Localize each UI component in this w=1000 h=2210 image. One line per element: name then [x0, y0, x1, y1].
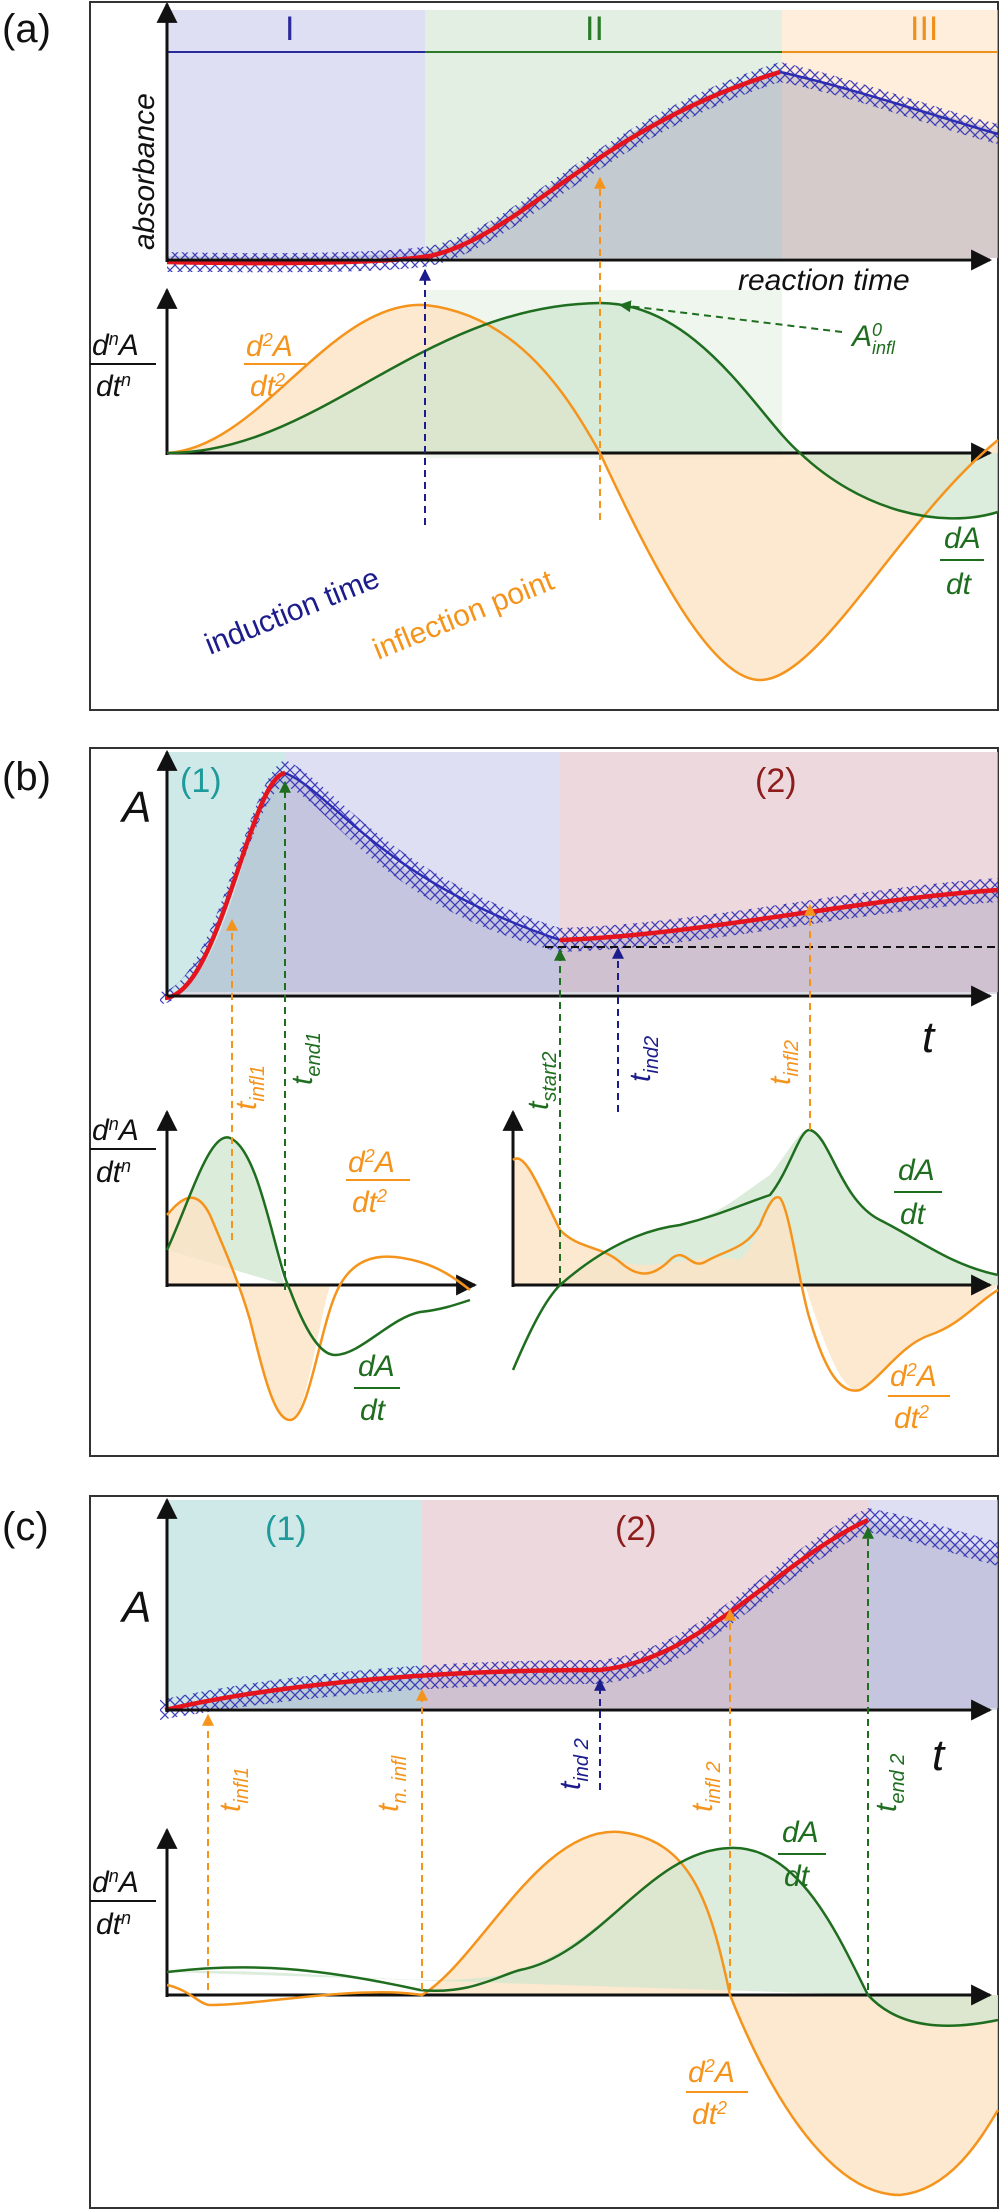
d2-neg-b-left — [240, 1285, 330, 1420]
d2-area-b-right — [513, 1158, 805, 1285]
y-label-c: A — [119, 1583, 151, 1632]
svg-text:dA: dA — [944, 522, 981, 555]
d1-label-c: dA dt — [778, 1816, 826, 1893]
svg-text:dt2: dt2 — [894, 1402, 929, 1435]
panel-c-frame — [89, 1495, 999, 2209]
label-t-ind2-b: tind2 — [624, 1036, 663, 1082]
label-t-start2-b: tstart2 — [522, 1052, 561, 1110]
label-t-infl1-c: tinfl1 — [214, 1767, 253, 1812]
panel-b-frame — [89, 747, 999, 1457]
first-derivative-b-left — [165, 1136, 471, 1357]
svg-text:dt2: dt2 — [692, 2098, 727, 2131]
area-b — [167, 772, 998, 994]
area-c — [167, 1520, 998, 1710]
d1-label-b-right: dA dt — [894, 1154, 942, 1231]
second-derivative-a — [166, 303, 999, 682]
d2-pos-b-left — [167, 1197, 240, 1285]
data-band-c — [160, 1508, 998, 1720]
svg-text:dtn: dtn — [96, 370, 131, 403]
region-c2-label: (2) — [615, 1510, 657, 1548]
region-c1-label: (1) — [265, 1510, 307, 1548]
label-t-infl2-c: tinfl 2 — [686, 1761, 725, 1812]
y-label-absorbance: absorbance — [128, 93, 161, 250]
d2-label-b-left: d2A dt2 — [346, 1146, 410, 1219]
panel-c: (c) (1) (2) A t tinfl1 tn. infl tind 2 t… — [2, 1495, 1000, 2209]
svg-text:dt: dt — [900, 1198, 927, 1231]
d1-area-neg — [800, 453, 998, 519]
svg-text:d2A: d2A — [348, 1146, 395, 1179]
region-I — [167, 10, 425, 258]
region-I-label: I — [285, 10, 294, 48]
tail-curve-a — [779, 70, 999, 136]
d1-area-c — [167, 1847, 868, 1995]
label-t-infl2-b: tinfl2 — [764, 1040, 803, 1085]
y-label-b: A — [119, 783, 151, 832]
first-derivative-c — [166, 1846, 999, 2027]
label-t-end1-b: tend1 — [286, 1032, 325, 1085]
svg-text:dtn: dtn — [96, 1156, 131, 1189]
region-b2 — [560, 752, 998, 992]
d2-label-a: d2A dt2 — [244, 330, 306, 403]
svg-text:dnA: dnA — [92, 1114, 139, 1147]
a-infl-label: A0 infl — [850, 320, 896, 358]
first-derivative-a — [166, 301, 999, 520]
svg-text:d2A: d2A — [890, 1360, 937, 1393]
svg-text:dA: dA — [898, 1154, 935, 1187]
label-t-ind2-c: tind 2 — [554, 1738, 593, 1790]
ainfl-arrow — [618, 300, 843, 333]
fit-curve-b2 — [559, 887, 999, 943]
d1-label-a: dA dt — [940, 522, 984, 601]
d2-label-b-right: d2A dt2 — [888, 1360, 950, 1435]
fit-curve-b1 — [164, 770, 286, 1001]
d2-label-c: d2A dt2 — [686, 2056, 748, 2131]
svg-text:dnA: dnA — [92, 329, 139, 362]
svg-text:dA: dA — [782, 1816, 819, 1849]
label-t-end2-c: tend 2 — [870, 1754, 909, 1812]
panel-a-frame — [89, 1, 999, 711]
second-derivative-c — [166, 1830, 1000, 2197]
region-II-label: II — [585, 10, 604, 48]
label-t-ninfl-c: tn. infl — [372, 1755, 411, 1812]
fit-curve-c — [164, 1517, 869, 1713]
d1-area — [167, 303, 800, 453]
svg-text:dt: dt — [360, 1394, 387, 1427]
x-label-reaction-time: reaction time — [738, 264, 910, 297]
svg-text:dt: dt — [784, 1860, 811, 1893]
second-derivative-b-right — [512, 1157, 999, 1392]
svg-text:dtn: dtn — [96, 1908, 131, 1941]
x-label-c: t — [932, 1731, 946, 1780]
panel-c-tag: (c) — [2, 1505, 49, 1549]
d1-neg-c — [868, 1995, 998, 2026]
region-III-label: III — [910, 10, 938, 48]
svg-text:dt2: dt2 — [250, 370, 285, 403]
fit-curve-a — [166, 69, 781, 266]
deriv-axis-label-b: dnA dtn — [90, 1114, 156, 1189]
x-label-b: t — [922, 1013, 936, 1062]
svg-text:dt: dt — [946, 568, 973, 601]
d2-neg-c — [730, 1995, 998, 2195]
panel-b: (b) (1) (2) A t — [2, 747, 999, 1457]
second-derivative-b-left — [166, 1196, 471, 1422]
deriv-axis-label-c: dnA dtn — [90, 1866, 156, 1941]
panel-a-tag: (a) — [2, 7, 51, 51]
tail-curve-b — [284, 771, 561, 942]
svg-text:dA: dA — [358, 1350, 395, 1383]
label-t-infl1-b: tinfl1 — [230, 1065, 269, 1110]
svg-text:d2A: d2A — [688, 2056, 735, 2089]
svg-text:d2A: d2A — [246, 330, 293, 363]
panel-a: (a) I II III absorbance reaction time — [2, 1, 999, 711]
panel-b-tag: (b) — [2, 755, 51, 799]
deriv-axis-label-a: dnA dtn — [90, 329, 156, 403]
d2-neg-b-right — [805, 1285, 998, 1391]
svg-text:dnA: dnA — [92, 1866, 139, 1899]
region-b1-label: (1) — [180, 762, 222, 800]
svg-text:dt2: dt2 — [352, 1186, 387, 1219]
region-b2-label: (2) — [755, 762, 797, 800]
d1-label-b-left: dA dt — [354, 1350, 400, 1427]
